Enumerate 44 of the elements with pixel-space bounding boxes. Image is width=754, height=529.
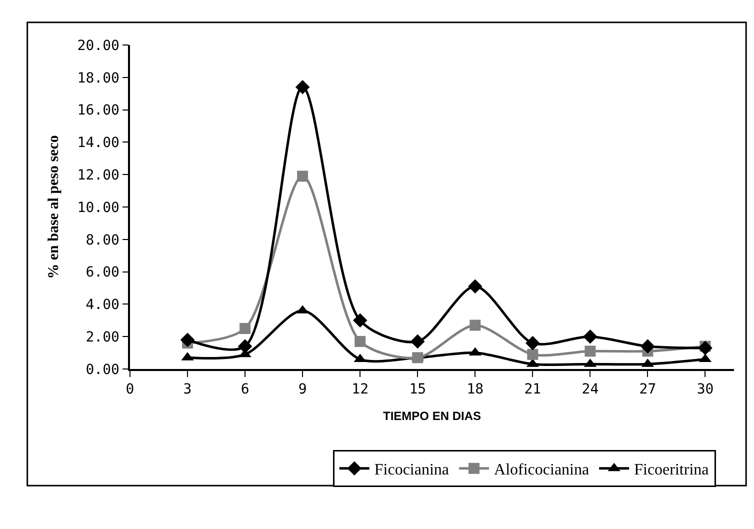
- x-tick-label: 3: [183, 382, 192, 398]
- point: [583, 329, 598, 344]
- x-tick-label: 9: [298, 382, 307, 398]
- point: [240, 323, 251, 334]
- y-tick-label: 12.00: [77, 168, 120, 184]
- y-tick-label: 16.00: [77, 102, 120, 119]
- y-tick-label: 4.00: [86, 297, 120, 314]
- point: [526, 336, 540, 350]
- y-tick-label: 2.00: [86, 330, 120, 346]
- point: [354, 336, 366, 347]
- point: [180, 332, 195, 347]
- x-tick-label: 24: [582, 382, 599, 398]
- legend-label: Ficoeritrina: [634, 462, 709, 479]
- point: [640, 339, 655, 354]
- y-tick-label: 6.00: [86, 264, 120, 281]
- y-tick-label: 20.00: [77, 38, 120, 54]
- y-tick-label: 10.00: [77, 200, 120, 216]
- point: [352, 313, 368, 328]
- x-axis-title: TIEMPO EN DIAS: [382, 408, 482, 423]
- point: [410, 334, 425, 349]
- x-tick-label: 21: [524, 382, 542, 398]
- x-tick-label: 30: [696, 382, 714, 398]
- point: [468, 279, 482, 294]
- x-tick-label: 6: [240, 382, 250, 398]
- legend-label: Ficocianina: [374, 462, 450, 479]
- y-tick-label: 0.00: [86, 362, 120, 378]
- point: [527, 348, 538, 360]
- point: [295, 80, 310, 94]
- point: [584, 346, 596, 357]
- x-tick-label: 15: [409, 382, 426, 398]
- y-tick-label: 8.00: [86, 232, 120, 248]
- y-tick-label: 14.00: [77, 135, 120, 152]
- legend-label: Aloficocianina: [494, 462, 590, 479]
- point: [698, 340, 712, 356]
- point: [297, 170, 308, 182]
- x-tick-label: 18: [466, 382, 484, 398]
- point: [470, 320, 481, 331]
- y-tick-label: 18.00: [77, 70, 120, 86]
- y-axis-title: % en base al peso seco: [46, 135, 62, 279]
- x-tick-label: 27: [639, 382, 656, 398]
- point: [238, 339, 252, 354]
- x-tick-label: 0: [126, 382, 134, 398]
- point: [412, 352, 424, 364]
- x-tick-label: 12: [352, 382, 369, 398]
